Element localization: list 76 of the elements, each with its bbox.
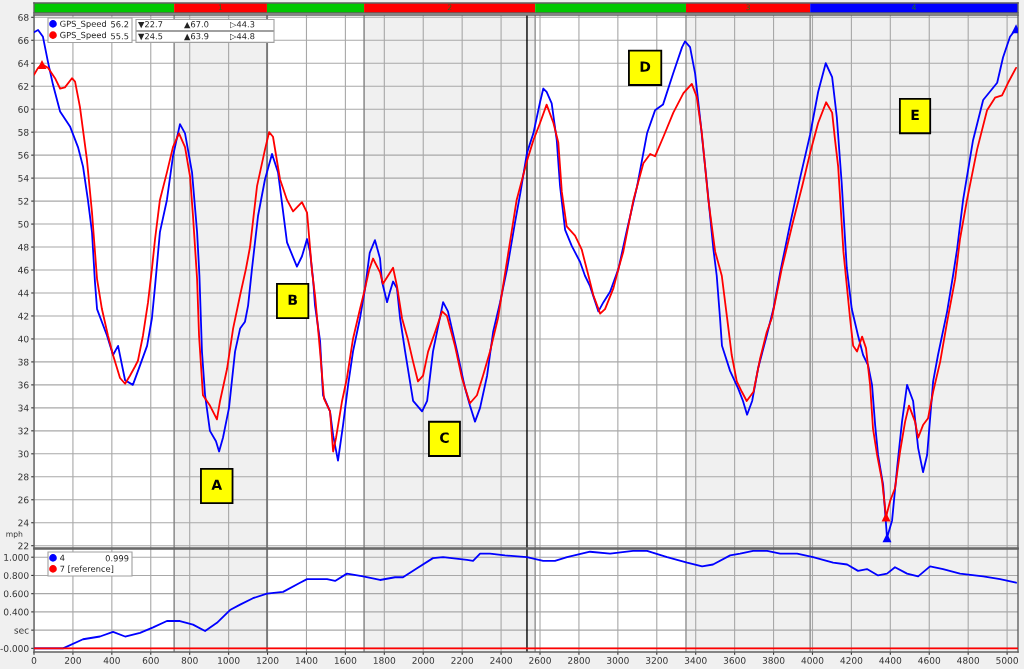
y-tick-label: 22 (18, 542, 29, 550)
x-tick-label: 1400 (295, 657, 318, 664)
legend-label: GPS_Speed (60, 20, 106, 29)
y-tick-label: 1.000 (4, 553, 29, 561)
x-tick-label: 4400 (879, 657, 902, 664)
annotation: B (288, 294, 297, 305)
x-tick-label: 4200 (840, 657, 863, 664)
x-tick-label: 800 (181, 657, 198, 664)
point (37, 59, 47, 69)
x-tick-label: 3200 (645, 657, 668, 664)
annotation: ▷44.8 (230, 33, 255, 41)
y-tick-label: 64 (18, 59, 29, 67)
y-tick-label: sec (14, 628, 29, 634)
y-tick-label: 24 (18, 519, 29, 527)
y-tick-label: 54 (18, 174, 29, 182)
x-tick-label: 200 (64, 657, 81, 664)
y-tick-label: 46 (18, 266, 29, 274)
x-tick-label: 400 (103, 657, 120, 664)
annotation: ▲67.0 (184, 21, 209, 29)
x-tick-label: 1800 (373, 657, 396, 664)
x-tick-label: 2400 (490, 657, 512, 664)
y-tick-label: 42 (18, 312, 29, 320)
y-tick-label: 26 (18, 496, 29, 504)
y-tick-label: 36 (18, 381, 29, 389)
annotation: ▲63.9 (184, 33, 209, 41)
y-tick-label: 52 (18, 197, 29, 205)
x-tick-label: 5000 (996, 657, 1018, 664)
y-tick-label: 44 (18, 289, 29, 297)
y-tick-label: 28 (18, 473, 29, 481)
y-tick-label: 68 (18, 14, 29, 21)
y-tick-label: 0.600 (3, 590, 29, 598)
annotation: 55.5 (111, 33, 129, 40)
annotation: ▷44.3 (230, 21, 255, 29)
x-tick-label: 0 (31, 657, 37, 664)
annotation: E (911, 109, 919, 120)
x-tick-label: 2800 (568, 657, 590, 664)
y-tick-label: 0.400 (3, 608, 29, 616)
x-tick-label: 600 (142, 657, 159, 664)
x-tick-label: 2200 (451, 657, 474, 664)
point (1011, 24, 1018, 34)
y-tick-label: 62 (18, 82, 29, 90)
x-tick-label: 3800 (762, 657, 785, 664)
x-tick-label: 2600 (529, 657, 551, 664)
annotation: ▼24.5 (138, 33, 163, 41)
annotation: C (440, 432, 449, 443)
legend-label: GPS_Speed (60, 31, 106, 41)
x-tick-label: 3400 (684, 657, 707, 664)
x-tick-label: 2000 (412, 657, 435, 664)
y-tick-label: -0.000 (0, 645, 29, 652)
x-tick-label: 3600 (723, 657, 746, 664)
y-tick-label: 66 (18, 37, 29, 44)
x-tick-label: 4800 (957, 657, 980, 664)
annotation: A (211, 479, 223, 490)
annotation: D (640, 61, 651, 72)
annotation: 0.999 (105, 555, 129, 562)
y-tick-label: 48 (18, 243, 29, 251)
y-tick-label: 38 (18, 358, 29, 366)
y-tick-label: 30 (18, 450, 29, 458)
legend-label: 7 [reference] (60, 565, 114, 573)
annotation: 56.2 (111, 21, 129, 28)
annotation: ▼22.7 (138, 21, 163, 29)
x-tick-label: 1600 (334, 657, 357, 664)
legend-label: 4 (60, 554, 65, 561)
y-tick-label: 34 (18, 404, 29, 412)
x-tick-label: 1000 (218, 657, 240, 664)
x-tick-label: 4600 (918, 657, 941, 664)
x-tick-label: 1200 (257, 657, 279, 664)
y-tick-label: 50 (18, 220, 29, 228)
x-tick-label: 3000 (607, 657, 629, 664)
y-tick-label: 60 (18, 105, 29, 113)
y-tick-label: 0.800 (3, 572, 29, 579)
y-tick-label: 32 (18, 427, 29, 435)
y-tick-label: 40 (18, 335, 29, 343)
y-tick-label: 56 (18, 151, 29, 159)
y-tick-label: 58 (18, 128, 29, 136)
x-tick-label: 4000 (801, 657, 824, 664)
